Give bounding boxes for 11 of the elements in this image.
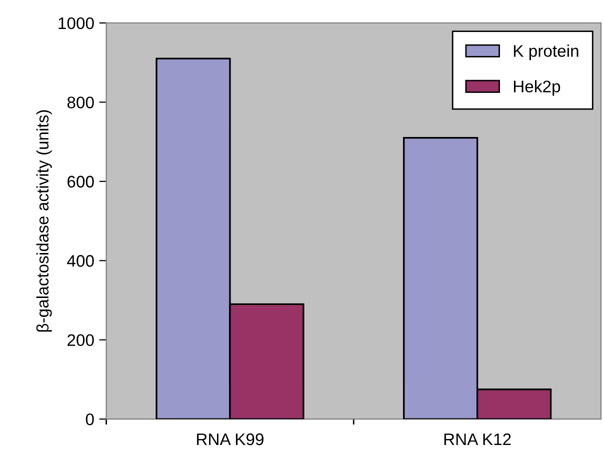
y-tick-label: 800	[67, 96, 94, 108]
y-tick-label: 600	[68, 176, 94, 188]
y-axis-title: β-galactosidase activity (units)	[36, 110, 52, 332]
x-tick-label: RNA K99	[197, 433, 264, 446]
y-tick-label: 200	[68, 334, 94, 346]
legend-label: K protein	[514, 44, 578, 60]
y-tick-label: 0	[86, 413, 94, 426]
y-tick-label: 400	[67, 255, 94, 267]
legend-label: Hek2p	[514, 80, 560, 96]
x-tick-label: RNA K12	[444, 433, 511, 446]
y-tick-label: 1000	[58, 17, 94, 30]
